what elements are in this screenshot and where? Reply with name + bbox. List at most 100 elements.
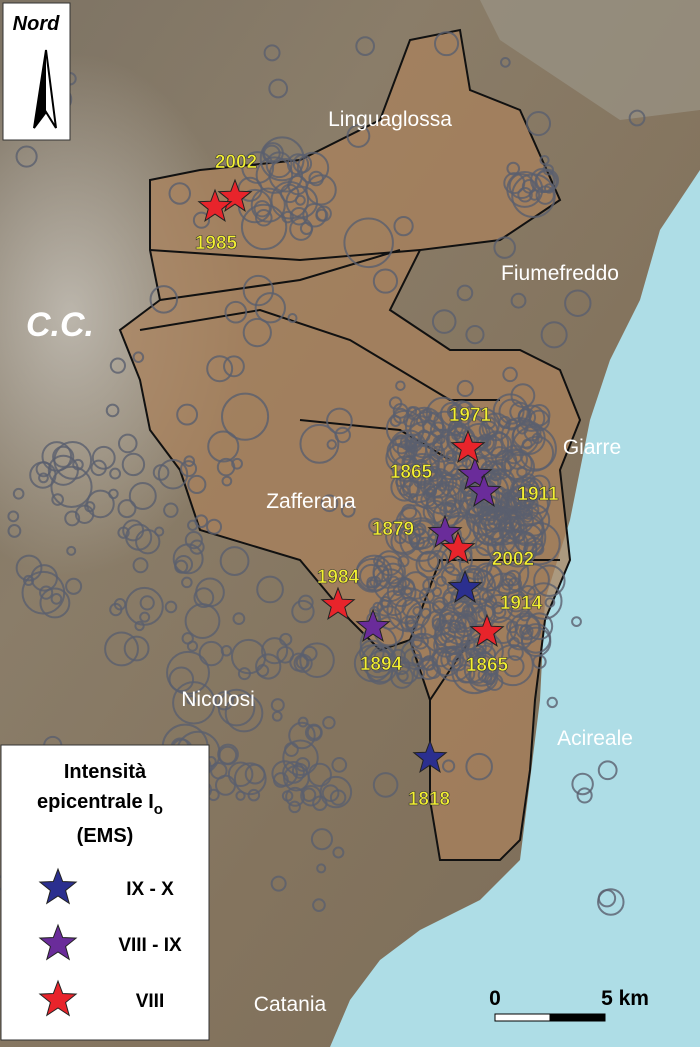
epicentre [261,637,289,665]
north-label: Nord [13,13,60,35]
epicentre [134,620,145,632]
epicentre [117,433,138,454]
epicentre [265,151,293,179]
epicentre [385,443,416,474]
epicentre [235,790,246,801]
epicentre [401,444,440,484]
epicentre [390,527,419,556]
epicentre [472,506,512,547]
epicentre [15,145,38,168]
places: Linguaglossa Fiumefreddo Giarre Zafferana Ni… [181,108,633,1016]
epicentre [255,653,282,680]
epicentre [186,694,197,705]
event-star [469,613,505,647]
epicentre [372,601,383,612]
epicentre [223,355,245,378]
epicentre [301,787,317,803]
epicentre [455,422,467,435]
epicentre [439,401,465,427]
epicentre [304,723,323,742]
epicentre [247,788,261,802]
epicentre [515,501,529,515]
epicentre [164,600,178,614]
epicentre [373,568,407,603]
event-year: 1865 [390,462,433,483]
event-year: 2002 [215,152,257,173]
event-star [457,456,493,490]
epicentre [431,309,457,334]
epicentre [535,185,555,205]
epicentre [268,158,304,193]
event-year: 1984 [317,567,360,588]
epicentre [299,642,335,678]
epicentre [503,172,526,195]
event-year: 1971 [449,405,492,426]
boundaries [139,249,560,701]
epicentre [39,587,71,619]
epicentre [15,554,43,582]
epicentre [192,211,211,229]
epicentre [281,790,294,802]
epicentre [525,110,552,137]
epicentre [227,761,254,788]
epicentre [443,612,455,625]
epicentre [233,762,267,796]
legend-star [38,979,78,1017]
epicentre [128,482,157,511]
epicentre [493,236,516,259]
epicentre [326,439,337,450]
legend-label: VIII - IX [118,935,182,956]
epicentre [7,524,22,538]
epicentre [152,464,170,481]
epicentre [272,772,289,788]
epicentre [299,423,340,464]
epicentre [507,449,528,470]
epicentre [123,635,150,662]
epicentre [465,325,485,345]
epicentre [372,268,399,294]
place-label: Linguaglossa [328,108,452,131]
epicentre [498,515,528,545]
epicentre [50,465,93,509]
epicentre [207,430,240,463]
epicentre [418,587,435,604]
epicentre [117,526,130,539]
epicentre [122,519,145,542]
event-star [355,608,391,642]
epicentre [502,366,518,383]
epicentre [525,612,554,641]
epicentre [446,652,462,668]
event-year: 1911 [517,484,559,505]
epicentre [224,693,264,733]
epicentre [444,501,457,514]
place-label: Fiumefreddo [501,262,619,285]
epicentre [546,696,558,709]
epicentre [242,317,272,348]
epicentre [408,493,419,504]
place-label: Catania [254,993,327,1016]
epicentre [295,655,310,670]
epicentre [250,187,286,223]
epicentre [184,531,203,550]
event-year: 1914 [500,593,543,614]
scale-label: 5 km [601,987,649,1010]
epicentre [262,144,281,163]
epicentre [519,491,531,503]
legend-title: Intensità [64,761,147,783]
epicentre [66,545,77,556]
north-arrow-half [34,50,46,128]
place-label: Zafferana [266,490,356,513]
epicentre [388,396,403,410]
epicentre [395,661,419,685]
epicentre [285,786,306,807]
event-star [320,586,356,620]
epicentre [294,194,306,206]
epicentre [498,415,512,429]
epicentre [271,710,283,722]
epicentre [253,200,271,218]
epicentre [420,656,435,671]
epicentre [51,493,64,506]
epicentre [21,570,66,615]
epicentre [372,772,399,798]
epicentre [214,691,234,711]
